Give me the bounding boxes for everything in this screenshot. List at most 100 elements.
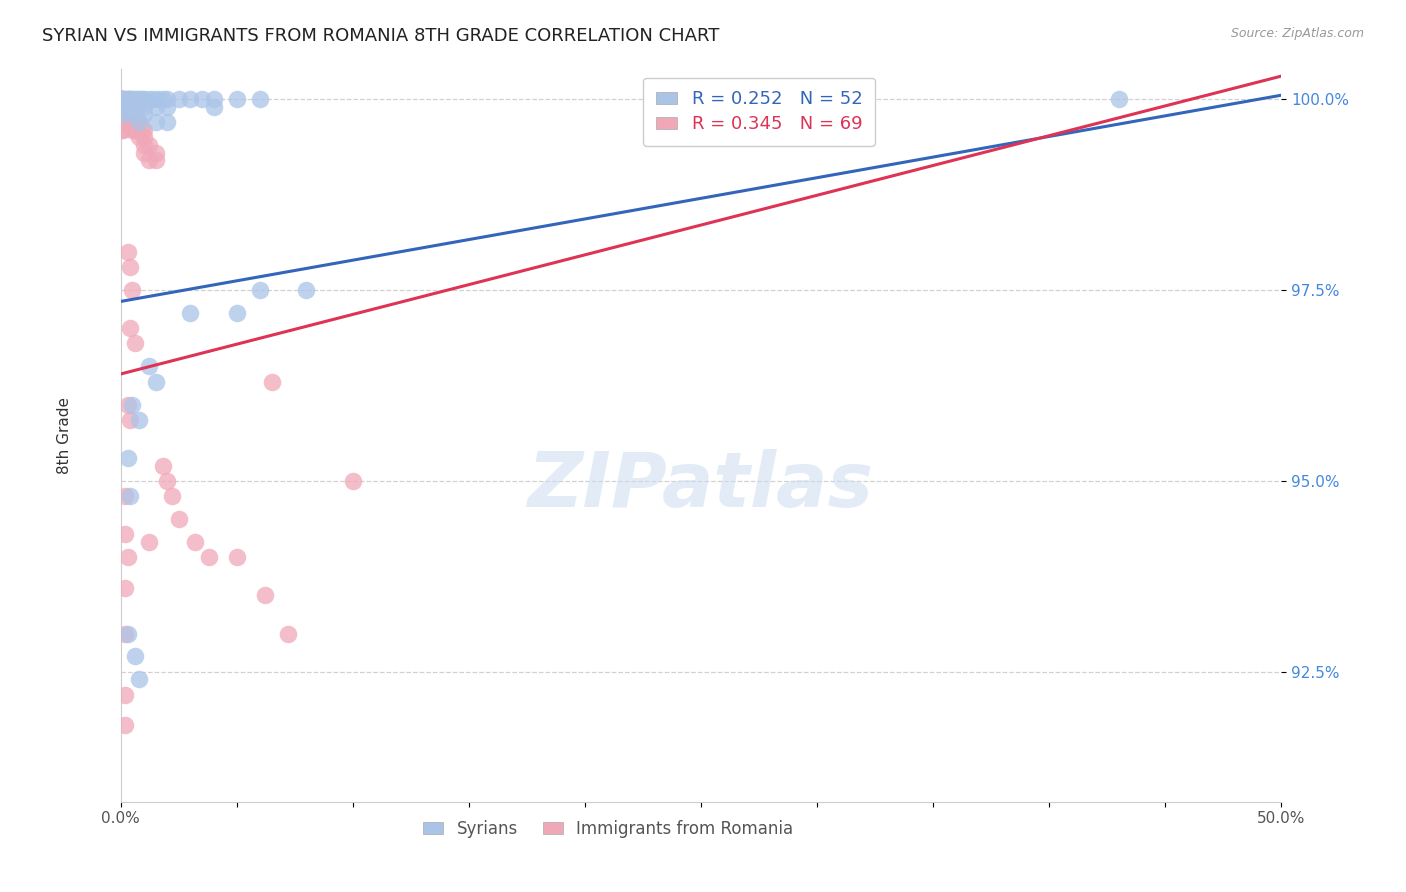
Point [110, 92, 132, 106]
Point [128, 92, 150, 106]
Point [125, 100, 148, 114]
Point [132, 107, 155, 121]
Point [121, 107, 143, 121]
Point [114, 626, 136, 640]
Point [145, 145, 167, 160]
Text: ZIPatlas: ZIPatlas [527, 450, 875, 524]
Point [128, 115, 150, 129]
Point [124, 649, 146, 664]
Point [110, 100, 132, 114]
Point [110, 92, 132, 106]
Point [121, 397, 143, 411]
Point [138, 137, 160, 152]
Point [145, 375, 167, 389]
Point [110, 100, 132, 114]
Point [112, 122, 135, 136]
Point [114, 100, 136, 114]
Point [110, 115, 132, 129]
Point [142, 92, 165, 106]
Point [114, 107, 136, 121]
Point [120, 321, 142, 335]
Point [120, 92, 142, 106]
Point [132, 100, 155, 114]
Point [117, 92, 139, 106]
Point [277, 626, 299, 640]
Point [117, 550, 139, 565]
Point [138, 153, 160, 168]
Point [167, 92, 190, 106]
Point [132, 122, 155, 136]
Point [120, 260, 142, 274]
Point [110, 92, 132, 106]
Point [128, 413, 150, 427]
Point [249, 283, 271, 297]
Point [120, 92, 142, 106]
Point [131, 122, 153, 136]
Point [120, 489, 142, 503]
Point [342, 474, 364, 488]
Point [198, 550, 221, 565]
Point [138, 359, 160, 374]
Point [179, 92, 201, 106]
Point [124, 107, 146, 121]
Point [128, 673, 150, 687]
Point [112, 115, 135, 129]
Point [124, 92, 146, 106]
Point [260, 375, 283, 389]
Point [146, 92, 169, 106]
Point [114, 527, 136, 541]
Point [184, 535, 207, 549]
Point [121, 122, 143, 136]
Point [138, 92, 160, 106]
Y-axis label: 8th Grade: 8th Grade [58, 397, 72, 474]
Point [121, 107, 143, 121]
Point [120, 107, 142, 121]
Point [156, 115, 179, 129]
Point [132, 145, 155, 160]
Point [120, 115, 142, 129]
Point [112, 100, 135, 114]
Point [202, 92, 225, 106]
Point [121, 283, 143, 297]
Point [110, 92, 132, 106]
Point [145, 115, 167, 129]
Point [117, 92, 139, 106]
Point [117, 107, 139, 121]
Point [225, 92, 247, 106]
Point [112, 107, 135, 121]
Point [191, 92, 214, 106]
Point [112, 92, 135, 106]
Point [110, 92, 132, 106]
Point [131, 92, 153, 106]
Point [110, 92, 132, 106]
Point [121, 92, 143, 106]
Point [128, 115, 150, 129]
Point [121, 100, 143, 114]
Point [110, 92, 132, 106]
Point [117, 115, 139, 129]
Point [1108, 92, 1130, 106]
Point [117, 100, 139, 114]
Point [145, 100, 167, 114]
Point [114, 92, 136, 106]
Point [110, 92, 132, 106]
Point [156, 92, 179, 106]
Point [132, 130, 155, 145]
Point [249, 92, 271, 106]
Text: SYRIAN VS IMMIGRANTS FROM ROMANIA 8TH GRADE CORRELATION CHART: SYRIAN VS IMMIGRANTS FROM ROMANIA 8TH GR… [42, 27, 720, 45]
Legend: Syrians, Immigrants from Romania: Syrians, Immigrants from Romania [416, 814, 800, 845]
Point [179, 306, 201, 320]
Point [125, 115, 148, 129]
Point [225, 550, 247, 565]
Point [114, 688, 136, 702]
Point [128, 130, 150, 145]
Point [138, 535, 160, 549]
Point [114, 718, 136, 732]
Point [167, 512, 190, 526]
Point [117, 397, 139, 411]
Point [110, 122, 132, 136]
Point [114, 92, 136, 106]
Point [120, 413, 142, 427]
Point [225, 306, 247, 320]
Point [145, 153, 167, 168]
